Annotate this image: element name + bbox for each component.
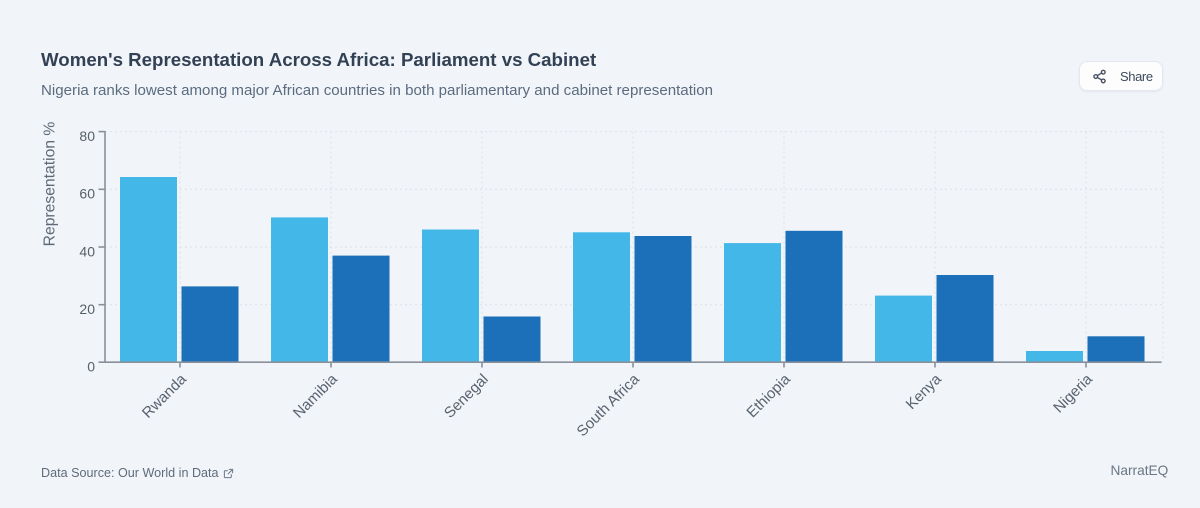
svg-text:40: 40: [79, 243, 95, 259]
svg-text:80: 80: [79, 128, 95, 144]
svg-text:Nigeria: Nigeria: [1050, 370, 1096, 416]
svg-text:Senegal: Senegal: [441, 371, 492, 422]
svg-text:Namibia: Namibia: [290, 370, 341, 421]
svg-text:0: 0: [87, 359, 95, 375]
svg-text:South Africa: South Africa: [574, 370, 644, 440]
svg-text:Ethiopia: Ethiopia: [743, 370, 794, 421]
svg-text:60: 60: [79, 186, 95, 202]
svg-text:Kenya: Kenya: [903, 370, 946, 413]
svg-text:Rwanda: Rwanda: [139, 370, 190, 421]
svg-text:20: 20: [79, 301, 95, 317]
svg-text:Representation %: Representation %: [42, 122, 59, 247]
